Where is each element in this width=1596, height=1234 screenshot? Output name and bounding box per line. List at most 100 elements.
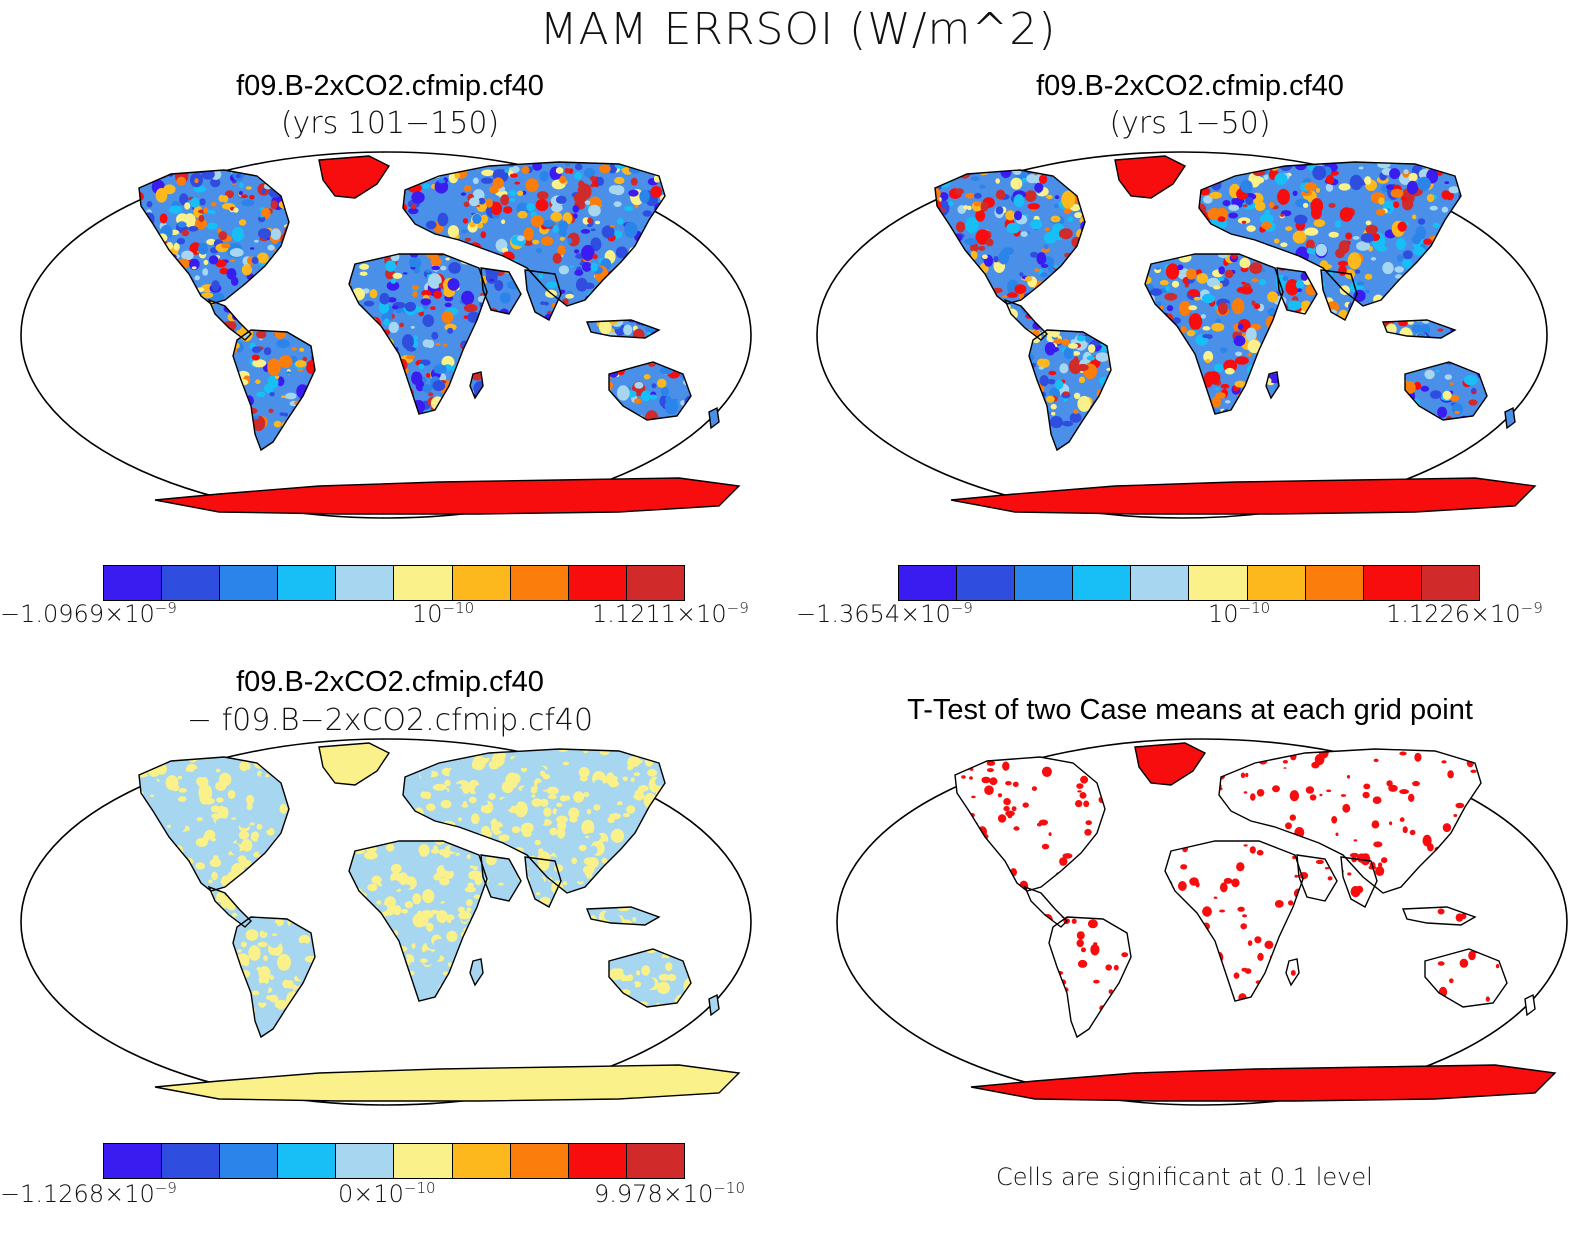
coastline-greenland xyxy=(318,155,391,199)
panel4-title: T-Test of two Case means at each grid po… xyxy=(907,694,1473,726)
coastline-eurasia xyxy=(1198,161,1462,307)
colorbar3-min-label: −1.1268×10−9 xyxy=(0,1179,177,1208)
significance-note: Cells are significant at 0.1 level xyxy=(996,1163,1373,1191)
colorbar-swatch-10 xyxy=(626,566,684,600)
colorbar-panel-2 xyxy=(898,565,1480,601)
colorbar-swatch-6 xyxy=(394,566,453,600)
coastline-eurasia xyxy=(402,748,666,894)
land-newZealand xyxy=(709,995,719,1015)
coastline-india xyxy=(1340,856,1378,908)
coastline-eurasia xyxy=(402,161,666,307)
coastline-madagascar xyxy=(1285,958,1300,987)
panel2-subtitle: (yrs 1−50) xyxy=(1109,106,1271,141)
coastline-indonesia xyxy=(585,906,661,926)
land-arabia xyxy=(481,855,521,901)
colorbar-swatch-10 xyxy=(626,1144,684,1178)
colorbar-swatch-8 xyxy=(1305,566,1364,600)
colorbar-swatch-8 xyxy=(510,1144,569,1178)
coastline-india xyxy=(1320,269,1358,321)
colorbar-swatch-4 xyxy=(1073,566,1132,600)
panel3-subtitle: − f09.B−2xCO2.cfmip.cf40 xyxy=(186,703,594,738)
coastline-madagascar xyxy=(1265,371,1280,400)
colorbar3-mid-label: 0×10−10 xyxy=(338,1179,436,1208)
coastline-newZealand xyxy=(1504,406,1516,430)
colorbar2-mid-label: 10−10 xyxy=(1208,599,1271,628)
land-newZealand xyxy=(1505,408,1515,428)
colorbar-swatch-3 xyxy=(220,1144,279,1178)
colorbar-swatch-2 xyxy=(957,566,1016,600)
coastline-indonesia xyxy=(1381,319,1457,339)
coastline-antarctica xyxy=(970,1064,1557,1102)
coastline-australia xyxy=(1424,948,1508,1008)
coastline-northAmerica xyxy=(934,169,1086,305)
land-northAmerica xyxy=(935,170,1085,304)
colorbar-swatch-8 xyxy=(510,566,569,600)
coastline-greenland xyxy=(318,742,391,786)
main-title: MAM ERRSOI (W/m^2) xyxy=(539,4,1057,55)
coastline-madagascar xyxy=(469,958,484,987)
coastline-indonesia xyxy=(585,319,661,339)
land-antarctica xyxy=(951,478,1535,514)
coastline-antarctica xyxy=(154,1064,741,1102)
coastline-arabia xyxy=(1276,267,1318,315)
coastline-australia xyxy=(608,361,692,421)
panel3-title: f09.B-2xCO2.cfmip.cf40 xyxy=(236,666,544,698)
coastline-africa xyxy=(348,253,488,415)
colorbar2-min-label: −1.3654×10−9 xyxy=(796,599,973,628)
land-arabia xyxy=(1297,855,1337,901)
coastline-arabia xyxy=(1296,854,1338,902)
colorbar-swatch-5 xyxy=(1131,566,1190,600)
colorbar-swatch-1 xyxy=(899,566,958,600)
land-antarctica xyxy=(155,478,739,514)
coastline-northAmerica xyxy=(138,756,290,892)
coastline-newZealand xyxy=(708,993,720,1017)
colorbar-swatch-9 xyxy=(568,1144,627,1178)
coastline-arabia xyxy=(480,267,522,315)
coastline-greenland xyxy=(1114,155,1187,199)
coastline-northAmerica xyxy=(138,169,290,305)
colorbar1-mid-label: 10−10 xyxy=(412,599,475,628)
coastline-centralAmerica xyxy=(1003,298,1048,341)
colorbar-swatch-1 xyxy=(104,1144,163,1178)
panel1-title: f09.B-2xCO2.cfmip.cf40 xyxy=(236,70,544,102)
coastline-southAmerica xyxy=(232,916,316,1039)
coastline-australia xyxy=(608,948,692,1008)
colorbar-swatch-6 xyxy=(1189,566,1248,600)
colorbar-swatch-7 xyxy=(452,566,511,600)
coastline-centralAmerica xyxy=(207,885,252,928)
coastline-southAmerica xyxy=(232,329,316,452)
colorbar-swatch-5 xyxy=(336,1144,395,1178)
panel1-subtitle: (yrs 101−150) xyxy=(280,106,500,141)
coastline-africa xyxy=(348,840,488,1002)
colorbar3-max-label: 9.978×10−10 xyxy=(594,1179,746,1208)
land-newZealand xyxy=(709,408,719,428)
land-centralAmerica xyxy=(1025,887,1067,927)
coastline-centralAmerica xyxy=(1023,885,1068,928)
coastline-northAmerica xyxy=(954,756,1106,892)
colorbar-swatch-5 xyxy=(336,566,395,600)
land-antarctica xyxy=(971,1065,1555,1101)
colorbar-swatch-3 xyxy=(1015,566,1074,600)
coastline-southAmerica xyxy=(1028,329,1112,452)
colorbar-swatch-4 xyxy=(278,566,337,600)
coastline-eurasia xyxy=(1218,748,1482,894)
coastline-indonesia xyxy=(1401,906,1477,926)
coastline-centralAmerica xyxy=(207,298,252,341)
map-panel-2 xyxy=(816,151,1548,519)
colorbar-panel-1 xyxy=(103,565,685,601)
coastline-greenland xyxy=(1134,742,1207,786)
coastline-madagascar xyxy=(469,371,484,400)
colorbar-swatch-7 xyxy=(452,1144,511,1178)
colorbar-panel-3 xyxy=(103,1143,685,1179)
coastline-newZealand xyxy=(708,406,720,430)
colorbar1-min-label: −1.0969×10−9 xyxy=(0,599,177,628)
coastline-india xyxy=(524,856,562,908)
colorbar-swatch-9 xyxy=(1363,566,1422,600)
land-africa xyxy=(1165,841,1303,1001)
coastline-arabia xyxy=(480,854,522,902)
colorbar-swatch-9 xyxy=(568,566,627,600)
map-panel-4 xyxy=(836,738,1568,1106)
colorbar-swatch-2 xyxy=(162,566,221,600)
coastline-australia xyxy=(1404,361,1488,421)
colorbar1-max-label: 1.1211×10−9 xyxy=(592,599,749,628)
